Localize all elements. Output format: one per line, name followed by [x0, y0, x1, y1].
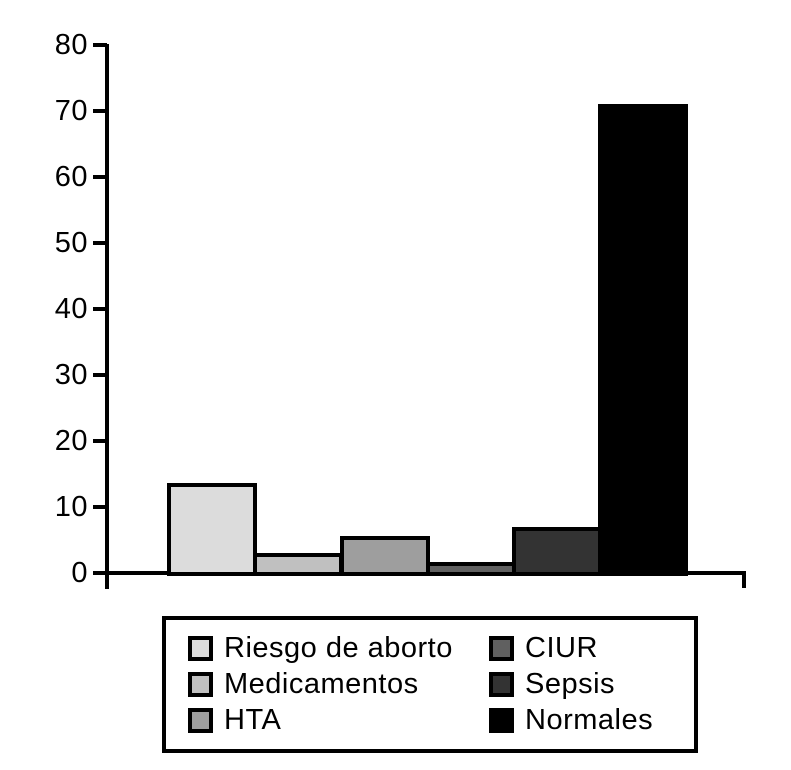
y-tick-label: 30	[54, 359, 88, 391]
legend-swatch-icon	[188, 671, 213, 697]
y-tick-label: 20	[54, 425, 88, 457]
legend-item: Sepsis	[489, 668, 686, 701]
y-tick	[93, 571, 107, 575]
bar	[426, 562, 516, 576]
x-axis-end-tick	[742, 571, 746, 588]
legend-label: CIUR	[525, 631, 598, 664]
legend-swatch-icon	[188, 635, 213, 661]
bar	[167, 483, 257, 576]
bar	[253, 553, 343, 576]
y-axis-line	[105, 44, 109, 589]
legend-swatch-icon	[489, 671, 514, 697]
legend-label: Medicamentos	[224, 667, 419, 700]
bar	[340, 536, 430, 576]
legend-label: Riesgo de aborto	[224, 631, 453, 664]
y-tick-label: 10	[54, 491, 88, 523]
y-tick-label: 50	[54, 227, 88, 259]
legend-item: CIUR	[489, 632, 686, 665]
y-tick	[93, 505, 107, 509]
legend-swatch-icon	[188, 708, 213, 734]
y-tick	[93, 175, 107, 179]
bar	[512, 527, 602, 576]
y-tick-label: 0	[71, 557, 88, 589]
y-tick	[93, 109, 107, 113]
legend-label: Normales	[525, 704, 654, 737]
y-tick-label: 60	[54, 161, 88, 193]
legend-item: Medicamentos	[188, 668, 489, 701]
legend: Riesgo de aborto Medicamentos HTA CIUR Sepsi…	[162, 616, 698, 753]
y-tick	[93, 373, 107, 377]
y-tick-label: 70	[54, 95, 88, 127]
legend-label: HTA	[224, 704, 282, 737]
legend-swatch-icon	[489, 708, 514, 734]
y-tick	[93, 439, 107, 443]
bar	[598, 104, 688, 576]
y-tick	[93, 241, 107, 245]
legend-swatch-icon	[489, 635, 514, 661]
legend-label: Sepsis	[525, 667, 616, 700]
legend-item: Riesgo de aborto	[188, 632, 489, 665]
legend-item: HTA	[188, 704, 489, 737]
y-tick-label: 80	[54, 29, 88, 61]
y-tick	[93, 43, 107, 47]
legend-item: Normales	[489, 704, 686, 737]
y-tick	[93, 307, 107, 311]
y-tick-label: 40	[54, 293, 88, 325]
